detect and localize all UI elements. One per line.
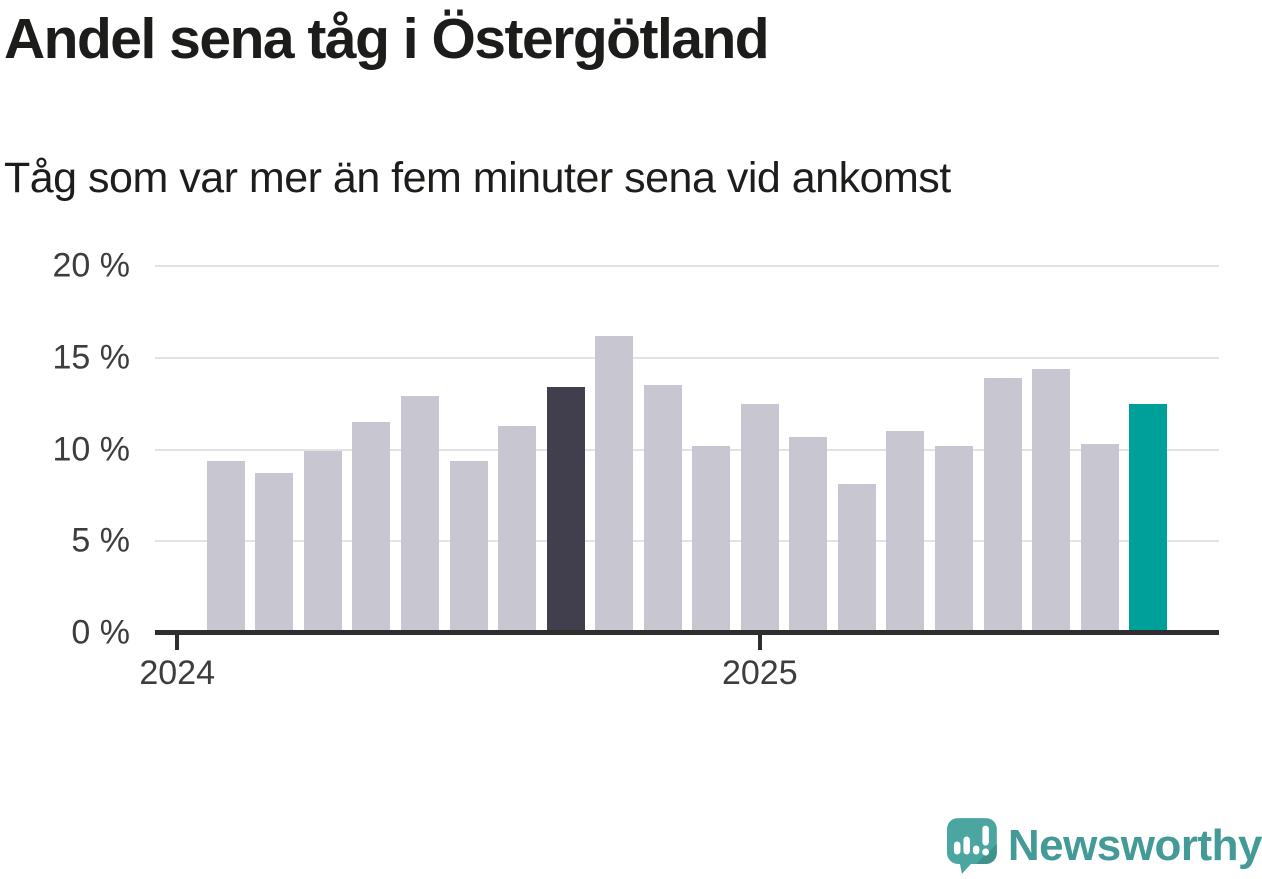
bar-2025-07 [1032, 368, 1071, 633]
bar-2025-01 [740, 403, 779, 633]
bar-2025-05 [935, 445, 973, 633]
bar-2025-04 [886, 431, 925, 633]
x-axis-tick-label: 2024 [139, 654, 216, 692]
bar-2024-05 [352, 422, 391, 633]
x-axis-tick-label: 2025 [721, 654, 798, 692]
y-axis-label: 0 % [71, 613, 130, 652]
bar-2025-03 [837, 484, 876, 633]
gridline-10 [155, 448, 1219, 451]
chart-subtitle: Tåg som var mer än fem minuter sena vid … [4, 154, 951, 202]
y-axis-label: 10 % [52, 430, 131, 469]
x-axis-tick [175, 635, 180, 650]
gridline-15 [155, 356, 1219, 359]
bar-2024-11 [643, 385, 682, 633]
bar-2024-12 [692, 445, 731, 633]
y-axis-label: 15 % [52, 338, 131, 377]
bar-2024-07 [449, 460, 488, 633]
x-axis-line [155, 630, 1219, 635]
bar-2025-02 [789, 436, 828, 633]
bar-2024-08 [498, 425, 537, 633]
bar-2025-06 [983, 378, 1022, 633]
bar-2025-09 [1129, 403, 1168, 633]
bar-2024-06 [400, 396, 439, 633]
newsworthy-logo-icon [947, 818, 997, 874]
y-axis-label: 5 % [71, 521, 130, 560]
newsworthy-logo-text: Newsworthy [1007, 821, 1262, 870]
chart-title: Andel sena tåg i Östergötland [4, 7, 770, 71]
y-axis-label: 20 % [52, 246, 131, 285]
gridline-5 [155, 540, 1219, 543]
bar-2024-02 [206, 460, 245, 633]
newsworthy-brand: Newsworthy [947, 814, 1262, 878]
bar-2025-08 [1080, 444, 1119, 633]
x-axis-tick [757, 635, 762, 650]
bar-2024-10 [595, 335, 634, 633]
bar-2024-03 [255, 473, 294, 633]
bar-2024-04 [303, 451, 342, 633]
bar-2024-09 [546, 387, 585, 633]
gridline-20 [155, 265, 1219, 268]
